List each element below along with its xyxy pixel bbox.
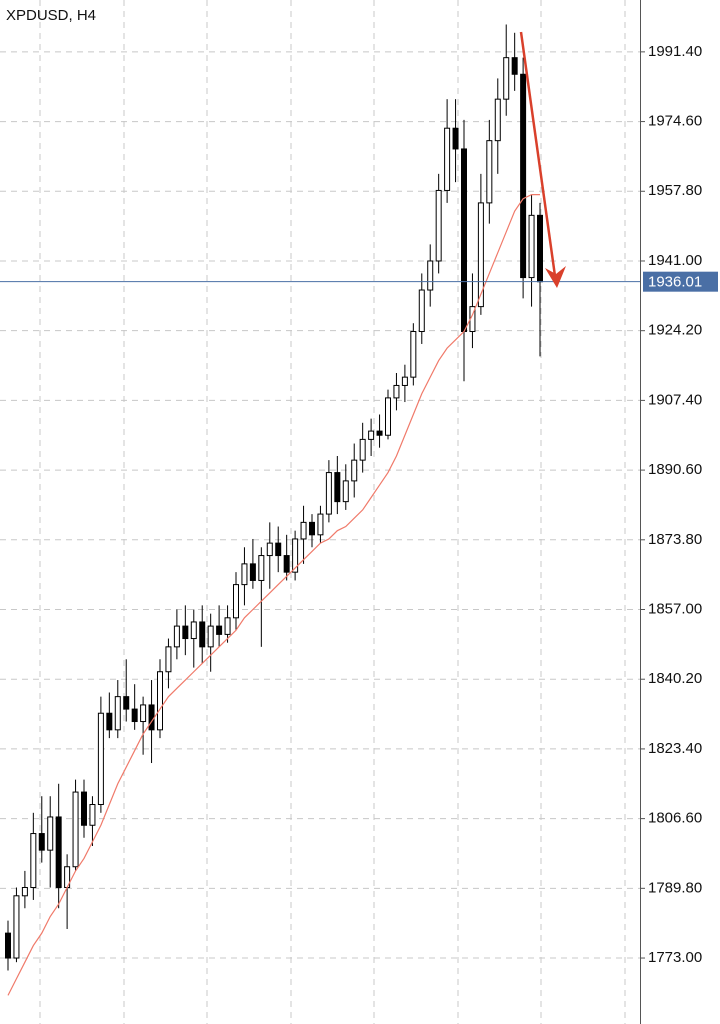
y-tick-label: 1840.20 <box>648 670 702 687</box>
y-tick-label: 1924.20 <box>648 322 702 339</box>
candle-body <box>418 289 425 333</box>
candle-body <box>106 712 113 731</box>
candle-body <box>309 521 315 536</box>
candle-body <box>368 430 375 440</box>
candle-body <box>401 376 408 386</box>
last-price-label: 1936.01 <box>648 274 702 291</box>
candle-body <box>393 384 400 399</box>
candle-body <box>89 804 96 826</box>
candle-body <box>477 202 484 308</box>
candle-body <box>38 833 45 851</box>
candle-body <box>300 521 307 540</box>
chart-title: XPDUSD, H4 <box>6 7 96 24</box>
candle-body <box>266 542 273 557</box>
candle-body <box>452 127 459 150</box>
y-tick-label: 1957.80 <box>648 182 702 199</box>
moving-average <box>7 193 540 996</box>
y-tick-label: 1991.40 <box>648 43 702 60</box>
candle-body <box>123 696 130 710</box>
candle-body <box>148 704 155 731</box>
candle-body <box>444 127 451 191</box>
candle-body <box>292 538 299 573</box>
candle-body <box>537 214 543 283</box>
candle-body <box>511 57 518 75</box>
y-tick-label: 1890.60 <box>648 461 702 478</box>
candle-body <box>461 148 467 333</box>
candle-body <box>5 932 11 959</box>
candle-body <box>275 542 282 557</box>
y-tick-label: 1873.80 <box>648 531 702 548</box>
y-tick-label: 1857.00 <box>648 600 702 617</box>
candle-body <box>97 712 104 806</box>
last-price-box <box>643 271 718 292</box>
candle-body <box>486 140 493 204</box>
candle-body <box>334 472 341 503</box>
y-tick-label: 1789.80 <box>648 879 702 896</box>
candle-body <box>351 459 358 482</box>
candle-body <box>520 73 527 279</box>
candle-body <box>427 260 434 291</box>
candle-body <box>199 621 206 648</box>
candle-body <box>249 563 256 581</box>
candle-body <box>342 480 349 503</box>
candle-body <box>55 816 62 888</box>
candle-body <box>325 472 332 515</box>
y-tick-label: 1773.00 <box>648 949 702 966</box>
candle-body <box>114 696 121 731</box>
candle-body <box>47 816 54 851</box>
candle-body <box>224 617 231 635</box>
candle-body <box>21 886 28 897</box>
annotation-arrowhead <box>545 266 566 288</box>
candle-body <box>241 563 248 586</box>
candle-body <box>410 331 417 378</box>
candle-body <box>258 555 265 581</box>
candle-body <box>435 189 442 262</box>
candle-body <box>165 646 172 673</box>
candle-body <box>131 708 138 723</box>
candle-body <box>216 625 223 635</box>
candle-body <box>72 791 79 868</box>
candle-body <box>494 98 501 142</box>
candle-body <box>207 625 214 648</box>
y-tick-label: 1806.60 <box>648 810 702 827</box>
candle-body <box>317 513 324 536</box>
y-tick-label: 1907.40 <box>648 391 702 408</box>
candle-body <box>13 895 20 959</box>
annotation-arrow <box>519 31 557 277</box>
candle-body <box>157 671 163 731</box>
candle-body <box>173 625 180 648</box>
candle-body <box>30 833 37 888</box>
candle-body <box>233 584 239 619</box>
candle-body <box>376 430 383 436</box>
y-tick-label: 1974.60 <box>648 113 702 130</box>
candle-body <box>385 397 391 436</box>
y-tick-label: 1823.40 <box>648 740 702 757</box>
candle-body <box>283 555 290 573</box>
candle-body <box>190 621 197 640</box>
y-tick-label: 1941.00 <box>648 252 702 269</box>
candle-body <box>503 57 510 100</box>
candle-body <box>359 438 366 461</box>
candle-body <box>182 625 189 640</box>
candle-body <box>81 791 87 826</box>
candle-body <box>140 704 147 723</box>
candle-body <box>528 214 535 279</box>
